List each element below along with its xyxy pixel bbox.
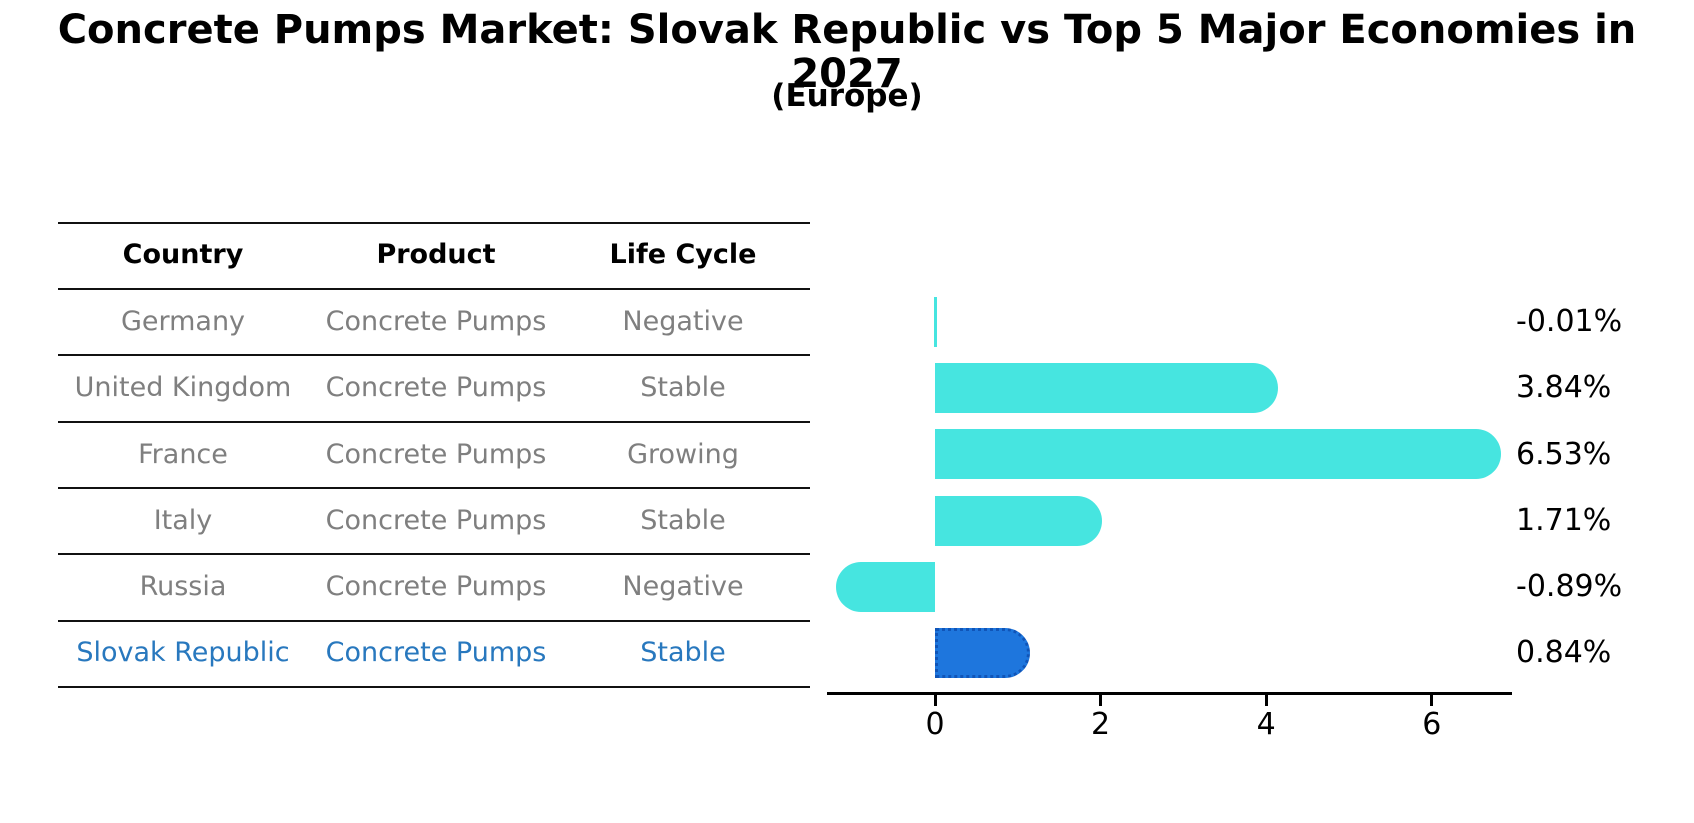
bar-italy bbox=[935, 495, 1102, 546]
cell-product: Concrete Pumps bbox=[325, 571, 547, 602]
table-rule bbox=[58, 686, 810, 688]
cell-product: Concrete Pumps bbox=[325, 306, 547, 337]
cell-country: Slovak Republic bbox=[76, 637, 290, 668]
table-rule bbox=[58, 288, 810, 290]
value-label-slovak-republic: 0.84% bbox=[1516, 635, 1612, 670]
x-axis-tick bbox=[1264, 695, 1268, 706]
col-header-product: Product bbox=[376, 239, 496, 270]
cell-life-cycle: Stable bbox=[640, 505, 726, 536]
cell-product: Concrete Pumps bbox=[325, 439, 547, 470]
x-axis-line bbox=[827, 692, 1513, 695]
x-axis-tick-label: 6 bbox=[1422, 707, 1442, 742]
value-label-united-kingdom: 3.84% bbox=[1516, 370, 1612, 405]
value-label-italy: 1.71% bbox=[1516, 503, 1612, 538]
bar-russia bbox=[836, 561, 935, 612]
cell-product: Concrete Pumps bbox=[325, 372, 547, 403]
value-label-russia: -0.89% bbox=[1516, 569, 1623, 604]
cell-life-cycle: Negative bbox=[622, 306, 744, 337]
cell-life-cycle: Growing bbox=[627, 439, 739, 470]
cell-country: United Kingdom bbox=[74, 372, 292, 403]
cell-life-cycle: Stable bbox=[640, 637, 726, 668]
value-label-france: 6.53% bbox=[1516, 437, 1612, 472]
page-subtitle: (Europe) bbox=[771, 78, 923, 114]
table-rule bbox=[58, 421, 810, 423]
table-rule bbox=[58, 354, 810, 356]
bar-slovak-republic bbox=[935, 628, 1030, 678]
table-row-russia: Russia Concrete Pumps Negative bbox=[0, 567, 1694, 607]
bar-france bbox=[935, 429, 1501, 480]
cell-product: Concrete Pumps bbox=[325, 505, 547, 536]
x-axis-tick bbox=[1099, 695, 1103, 706]
table-row-germany: Germany Concrete Pumps Negative bbox=[0, 302, 1694, 342]
table-rule bbox=[58, 487, 810, 489]
cell-country: Italy bbox=[153, 505, 213, 536]
page-title: Concrete Pumps Market: Slovak Republic v… bbox=[57, 7, 1637, 97]
cell-life-cycle: Stable bbox=[640, 372, 726, 403]
cell-life-cycle: Negative bbox=[622, 571, 744, 602]
col-header-life-cycle: Life Cycle bbox=[609, 239, 757, 270]
cell-country: Russia bbox=[139, 571, 227, 602]
cell-country: Germany bbox=[120, 306, 246, 337]
table-rule bbox=[58, 620, 810, 622]
table-header-row: Country Product Life Cycle bbox=[0, 235, 1694, 275]
table-row-italy: Italy Concrete Pumps Stable bbox=[0, 501, 1694, 541]
x-axis-tick bbox=[933, 695, 937, 706]
cell-product: Concrete Pumps bbox=[325, 637, 547, 668]
col-header-country: Country bbox=[122, 239, 244, 270]
cell-country: France bbox=[138, 439, 228, 470]
bar-germany bbox=[933, 297, 937, 347]
value-label-germany: -0.01% bbox=[1516, 304, 1623, 339]
table-row-france: France Concrete Pumps Growing bbox=[0, 435, 1694, 475]
x-axis-tick-label: 0 bbox=[925, 707, 945, 742]
x-axis-tick-label: 4 bbox=[1256, 707, 1276, 742]
x-axis-tick bbox=[1430, 695, 1434, 706]
x-axis-tick-label: 2 bbox=[1091, 707, 1111, 742]
table-row-united-kingdom: United Kingdom Concrete Pumps Stable bbox=[0, 368, 1694, 408]
table-rule bbox=[58, 553, 810, 555]
table-row-slovak-republic: Slovak Republic Concrete Pumps Stable bbox=[0, 633, 1694, 673]
bar-united-kingdom bbox=[935, 363, 1278, 414]
table-rule bbox=[58, 222, 810, 224]
